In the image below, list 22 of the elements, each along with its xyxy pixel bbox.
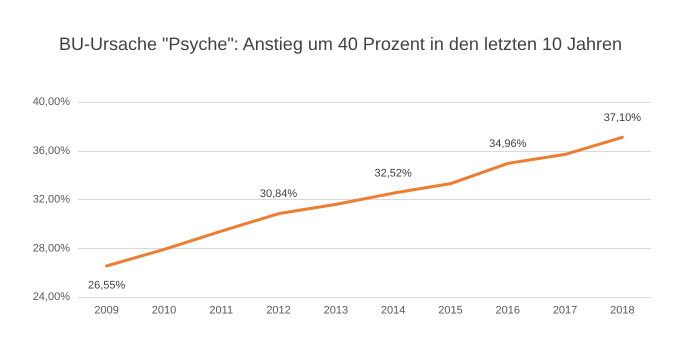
x-tick-label: 2011 bbox=[209, 304, 234, 316]
y-tick-label: 28,00% bbox=[32, 242, 70, 254]
y-tick-label: 24,00% bbox=[32, 291, 70, 303]
x-tick-label: 2013 bbox=[324, 304, 348, 316]
x-tick-label: 2009 bbox=[94, 304, 119, 316]
line-series bbox=[105, 136, 624, 268]
x-tick-label: 2010 bbox=[152, 304, 176, 316]
x-tick-label: 2012 bbox=[266, 304, 291, 316]
x-tick-label: 2017 bbox=[552, 304, 578, 316]
x-tick-label: 2016 bbox=[496, 304, 520, 316]
data-label: 34,96% bbox=[489, 138, 527, 150]
y-tick-label: 40,00% bbox=[32, 96, 70, 108]
x-tick-label: 2015 bbox=[438, 304, 463, 316]
x-tick-label: 2018 bbox=[610, 304, 635, 316]
data-label: 26,55% bbox=[88, 279, 126, 292]
chart-title: BU-Ursache "Psyche": Anstieg um 40 Prozent in den letzten 10 Jahren bbox=[58, 34, 622, 54]
x-tick-label: 2014 bbox=[380, 304, 406, 316]
data-label: 37,10% bbox=[604, 112, 642, 124]
data-label: 30,84% bbox=[260, 188, 298, 200]
y-tick-label: 36,00% bbox=[32, 144, 70, 157]
y-tick-label: 32,00% bbox=[32, 194, 70, 206]
data-label: 32,52% bbox=[374, 168, 412, 180]
